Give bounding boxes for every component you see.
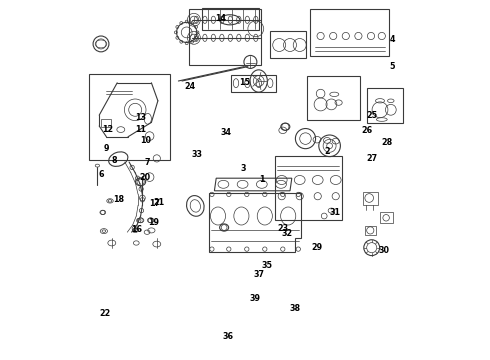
Text: 7: 7 xyxy=(145,158,150,167)
Text: 13: 13 xyxy=(135,112,146,122)
Text: 26: 26 xyxy=(362,126,373,135)
Bar xyxy=(307,76,360,120)
Text: 31: 31 xyxy=(329,208,341,217)
Text: 5: 5 xyxy=(390,62,395,71)
Bar xyxy=(101,119,111,127)
Text: 28: 28 xyxy=(382,138,393,147)
Text: 19: 19 xyxy=(147,218,159,227)
Text: 12: 12 xyxy=(102,125,113,134)
Text: 35: 35 xyxy=(261,261,272,270)
Text: 15: 15 xyxy=(240,78,250,87)
Text: 3: 3 xyxy=(241,164,246,173)
Text: 34: 34 xyxy=(221,128,232,137)
Text: 1: 1 xyxy=(260,175,265,184)
Text: 25: 25 xyxy=(366,111,377,120)
Bar xyxy=(380,212,392,223)
Text: 29: 29 xyxy=(312,243,322,252)
Text: 11: 11 xyxy=(135,125,146,134)
Bar xyxy=(189,9,261,65)
Text: 8: 8 xyxy=(112,156,118,165)
Text: 17: 17 xyxy=(149,199,161,208)
Bar xyxy=(270,31,306,58)
Bar xyxy=(202,8,259,30)
Text: 22: 22 xyxy=(99,309,111,318)
Bar xyxy=(368,88,403,123)
Text: 16: 16 xyxy=(131,225,143,234)
Bar xyxy=(231,75,275,92)
Text: 39: 39 xyxy=(249,294,261,302)
Text: 20: 20 xyxy=(139,173,150,182)
Text: 32: 32 xyxy=(282,229,293,238)
Text: 9: 9 xyxy=(104,144,109,153)
Text: 4: 4 xyxy=(390,35,395,44)
Bar xyxy=(90,74,171,160)
Text: 21: 21 xyxy=(154,198,165,207)
Text: 18: 18 xyxy=(113,195,124,204)
Bar xyxy=(310,9,389,56)
Text: 37: 37 xyxy=(253,270,264,279)
Text: 36: 36 xyxy=(222,332,233,341)
Text: 2: 2 xyxy=(324,147,330,156)
Text: 6: 6 xyxy=(99,170,104,179)
Text: 33: 33 xyxy=(192,150,203,158)
Text: 23: 23 xyxy=(277,224,288,233)
Bar xyxy=(365,226,376,235)
Text: 14: 14 xyxy=(216,14,226,23)
Text: 24: 24 xyxy=(185,82,196,91)
Bar xyxy=(274,156,342,220)
Bar xyxy=(363,192,378,205)
Text: 10: 10 xyxy=(141,136,151,145)
Text: 27: 27 xyxy=(366,154,377,163)
Text: 38: 38 xyxy=(289,305,300,313)
Text: 30: 30 xyxy=(378,246,389,255)
